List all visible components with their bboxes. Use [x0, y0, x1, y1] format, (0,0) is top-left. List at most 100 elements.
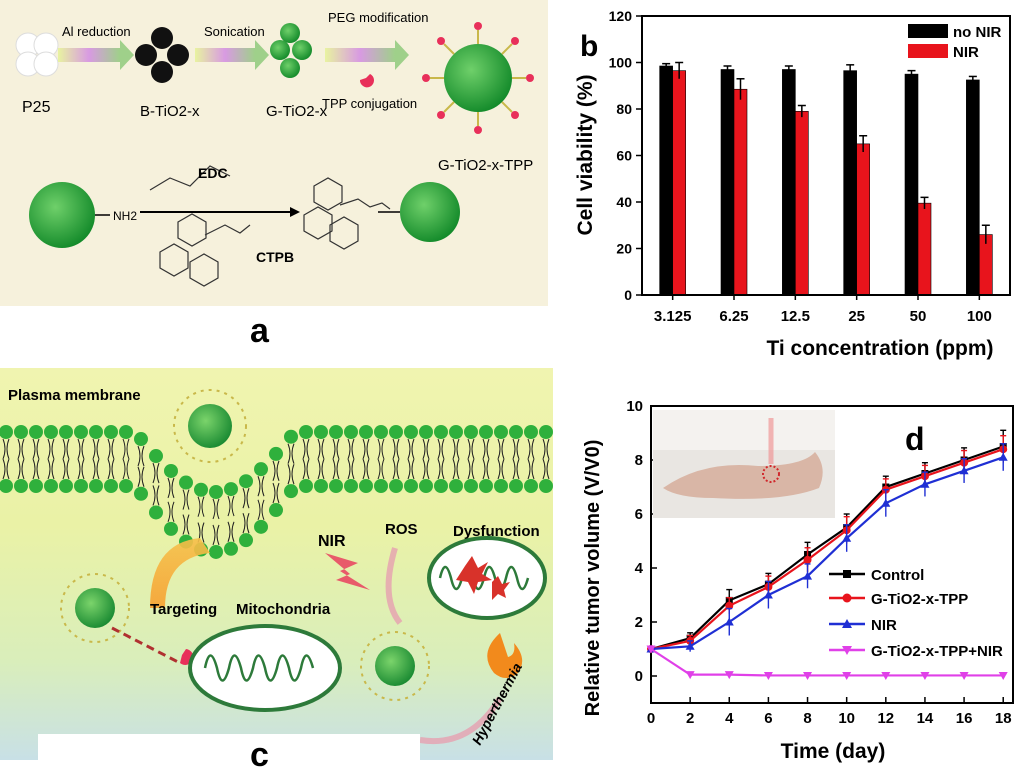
point-marker: [959, 466, 969, 475]
lipid-head: [494, 425, 508, 439]
chart-d-ytick-label: 6: [635, 506, 643, 523]
label-tpp-conjugation: TPP conjugation: [322, 96, 417, 111]
label-peg-modification: PEG modification: [328, 10, 428, 25]
legend-item-control: Control: [829, 567, 924, 584]
lipid-head: [344, 479, 358, 493]
lipid-tail: [362, 438, 370, 460]
bar-nir: [672, 70, 686, 296]
lipid-tail: [242, 488, 250, 509]
lipid-tail: [362, 458, 370, 480]
label-b-tio2: B-TiO2-x: [140, 103, 200, 120]
chart-d-xtick-label: 12: [877, 710, 894, 727]
lipid-head: [539, 425, 553, 439]
label-g-tio2-tpp: G-TiO2-x-TPP: [438, 157, 533, 174]
lipid-head: [374, 479, 388, 493]
lipid-head: [239, 474, 253, 489]
lipid-tail: [122, 438, 130, 460]
lipid-tail: [122, 458, 130, 480]
lipid-head: [104, 479, 118, 493]
lipid-head: [494, 479, 508, 493]
bar-no-nir: [782, 69, 796, 296]
lipid-head: [59, 425, 73, 439]
bar-nir: [917, 202, 932, 296]
point-marker: [725, 601, 734, 610]
svg-text:Control: Control: [871, 567, 924, 584]
lipid-head: [434, 425, 448, 439]
chart-b-xtick-label: 6.25: [719, 308, 748, 325]
lipid-head: [314, 425, 328, 439]
targeting-dashed-arrow: [111, 626, 181, 665]
lipid-head: [29, 479, 43, 493]
lipid-head: [134, 486, 148, 501]
mechanism-scheme-svg: Plasma membrane Targeting Mitochondria N…: [0, 387, 553, 760]
lipid-head: [434, 479, 448, 493]
lipid-tail: [17, 458, 25, 480]
particle-nir: [360, 631, 430, 701]
bar-nir: [733, 88, 748, 296]
lipid-head: [509, 479, 523, 493]
chart-b-ytick-label: 20: [616, 241, 632, 257]
lipid-head: [539, 479, 553, 493]
lipid-tail: [452, 438, 460, 460]
lipid-tail: [77, 438, 85, 460]
lipid-tail: [287, 463, 295, 485]
legend-item-g-tio2-tpp-nir: G-TiO2-x-TPP+NIR: [829, 643, 1003, 660]
product-particle: [400, 182, 460, 242]
lipid-tail: [212, 524, 220, 546]
lipid-tail: [272, 460, 280, 482]
lipid-tail: [227, 521, 235, 542]
g-tio2-tpp-particle: [422, 22, 534, 134]
lipid-head: [419, 479, 433, 493]
lipid-tail: [377, 458, 385, 480]
lipid-tail: [437, 438, 445, 460]
lipid-tail: [167, 477, 175, 499]
lipid-head: [44, 479, 58, 493]
chart-b-xtick-label: 100: [967, 308, 992, 325]
lipid-head: [134, 432, 148, 447]
lipid-head: [314, 479, 328, 493]
lipid-head: [119, 425, 133, 439]
legend-item-nir: NIR: [829, 617, 897, 634]
label-sonication: Sonication: [204, 24, 265, 39]
lipid-tail: [167, 501, 175, 523]
lipid-tail: [497, 438, 505, 460]
lipid-head: [299, 479, 313, 493]
lipid-head: [284, 484, 298, 499]
lipid-tail: [92, 438, 100, 460]
label-mitochondria: Mitochondria: [236, 601, 331, 618]
lipid-head: [149, 505, 163, 520]
label-ctpb: CTPB: [256, 249, 294, 265]
lipid-head: [14, 479, 28, 493]
lipid-tail: [2, 458, 10, 480]
label-nir: NIR: [318, 533, 346, 550]
lipid-tail: [332, 438, 340, 460]
panel-label-b: b: [580, 30, 598, 63]
lipid-head: [359, 425, 373, 439]
lipid-head: [479, 479, 493, 493]
lipid-head: [374, 425, 388, 439]
series-line-0: [650, 445, 1004, 651]
label-p25: P25: [22, 99, 51, 116]
lipid-tail: [332, 458, 340, 480]
chart-d-xlabel: Time (day): [781, 740, 886, 763]
lipid-head: [404, 425, 418, 439]
lipid-tail: [92, 458, 100, 480]
arrow-sonication: [195, 48, 255, 62]
lipid-tail: [32, 438, 40, 460]
series-line-1: [650, 448, 1004, 651]
chart-b-ytick-label: 120: [609, 8, 633, 24]
point-marker: [920, 479, 930, 488]
chart-d-xtick-label: 14: [917, 710, 934, 727]
chart-b-ytick-label: 40: [616, 194, 632, 210]
panel-label-a: a: [250, 312, 269, 350]
chart-d-legend: Control G-TiO2-x-TPP NIR G-TiO2-x-TPP+NI…: [829, 567, 1003, 660]
lipid-head: [104, 425, 118, 439]
chart-b-xtick-label: 50: [910, 308, 927, 325]
legend-nir: NIR: [953, 44, 979, 61]
b-tio2-particles: [135, 27, 189, 83]
chart-d-xtick-label: 0: [647, 710, 655, 727]
lipid-tail: [212, 498, 220, 520]
lipid-tail: [47, 438, 55, 460]
mouse-photo-inset: [653, 410, 835, 518]
lipid-tail: [197, 496, 205, 517]
